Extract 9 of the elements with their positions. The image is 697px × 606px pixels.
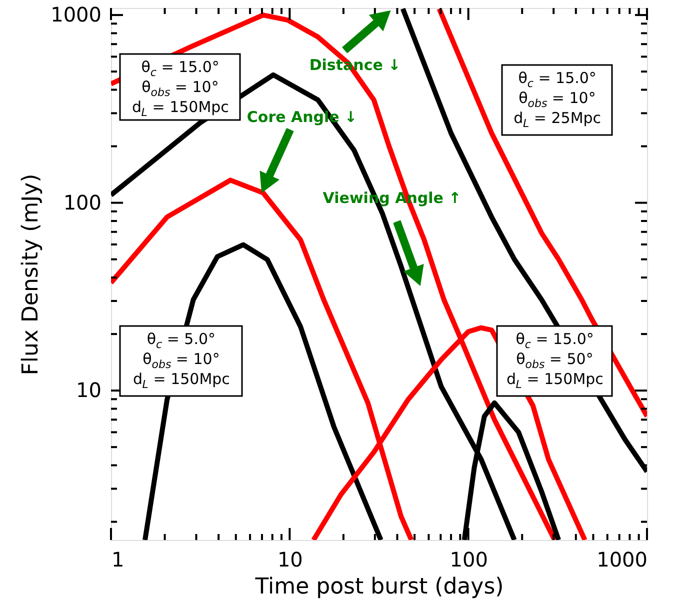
- x-tick-label: 10: [277, 548, 303, 572]
- y-tick-label: 10: [76, 378, 102, 402]
- y-tick-label: 1000: [50, 2, 102, 27]
- y-axis-title: Flux Density (mJy): [18, 174, 44, 376]
- x-tick-label: 1: [112, 548, 124, 572]
- y-tick-label: 100: [63, 190, 102, 214]
- x-tick-label: 100: [450, 548, 488, 572]
- x-tick-label: 1000: [596, 548, 648, 572]
- x-axis-title: Time post burst (days): [254, 574, 504, 600]
